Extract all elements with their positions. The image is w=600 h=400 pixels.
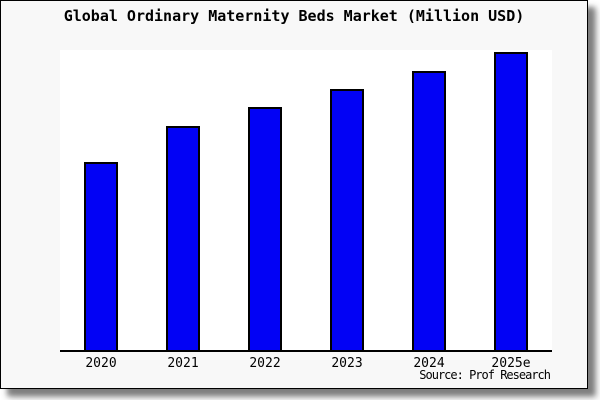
chart-title: Global Ordinary Maternity Beds Market (M… <box>63 7 525 25</box>
x-tick-label-2021: 2021 <box>167 356 199 371</box>
bar-2025e <box>493 51 528 350</box>
x-tick-label-2024: 2024 <box>413 356 445 371</box>
plot-area <box>60 50 552 352</box>
bar-2022 <box>248 106 282 350</box>
bar-2021 <box>166 126 200 350</box>
bar-2024 <box>412 70 446 350</box>
source-attribution: Source: Prof Research <box>419 368 551 382</box>
bar-2020 <box>83 161 118 350</box>
x-tick-label-2020: 2020 <box>85 356 117 371</box>
bar-2023 <box>330 88 364 350</box>
x-tick-label-2022: 2022 <box>249 356 281 371</box>
chart-figure: Global Ordinary Maternity Beds Market (M… <box>0 0 588 389</box>
x-axis-tick-labels: 2020 2021 2022 2023 2024 2025e <box>60 356 552 372</box>
x-tick-label-2023: 2023 <box>331 356 363 371</box>
x-tick-label-2025e: 2025e <box>491 356 531 371</box>
